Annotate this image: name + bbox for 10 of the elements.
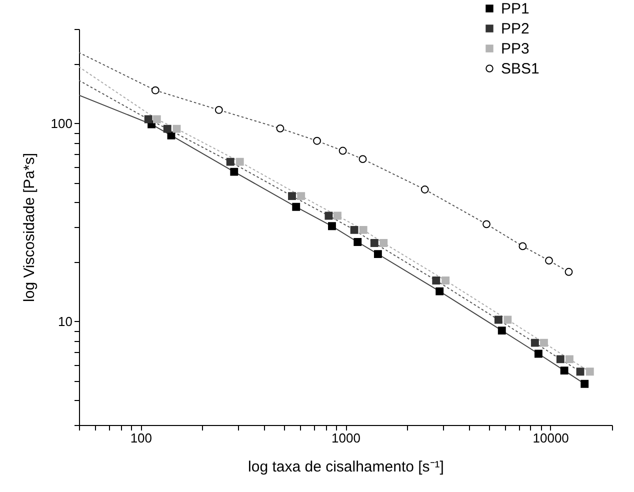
legend-label: SBS1: [501, 60, 540, 78]
legend-label: PP1: [501, 0, 530, 18]
x-tick-label: 100: [130, 430, 152, 446]
y-tick-label: 10: [58, 314, 72, 329]
y-axis-title: log Viscosidade [Pa*s]: [20, 153, 38, 302]
legend-label: PP2: [501, 20, 530, 38]
legend-label: PP3: [501, 40, 530, 58]
x-tick-label: 1000: [332, 430, 360, 446]
x-axis-title: log taxa de cisalhamento [s⁻¹]: [248, 458, 444, 476]
x-tick-label: 10000: [532, 430, 569, 446]
